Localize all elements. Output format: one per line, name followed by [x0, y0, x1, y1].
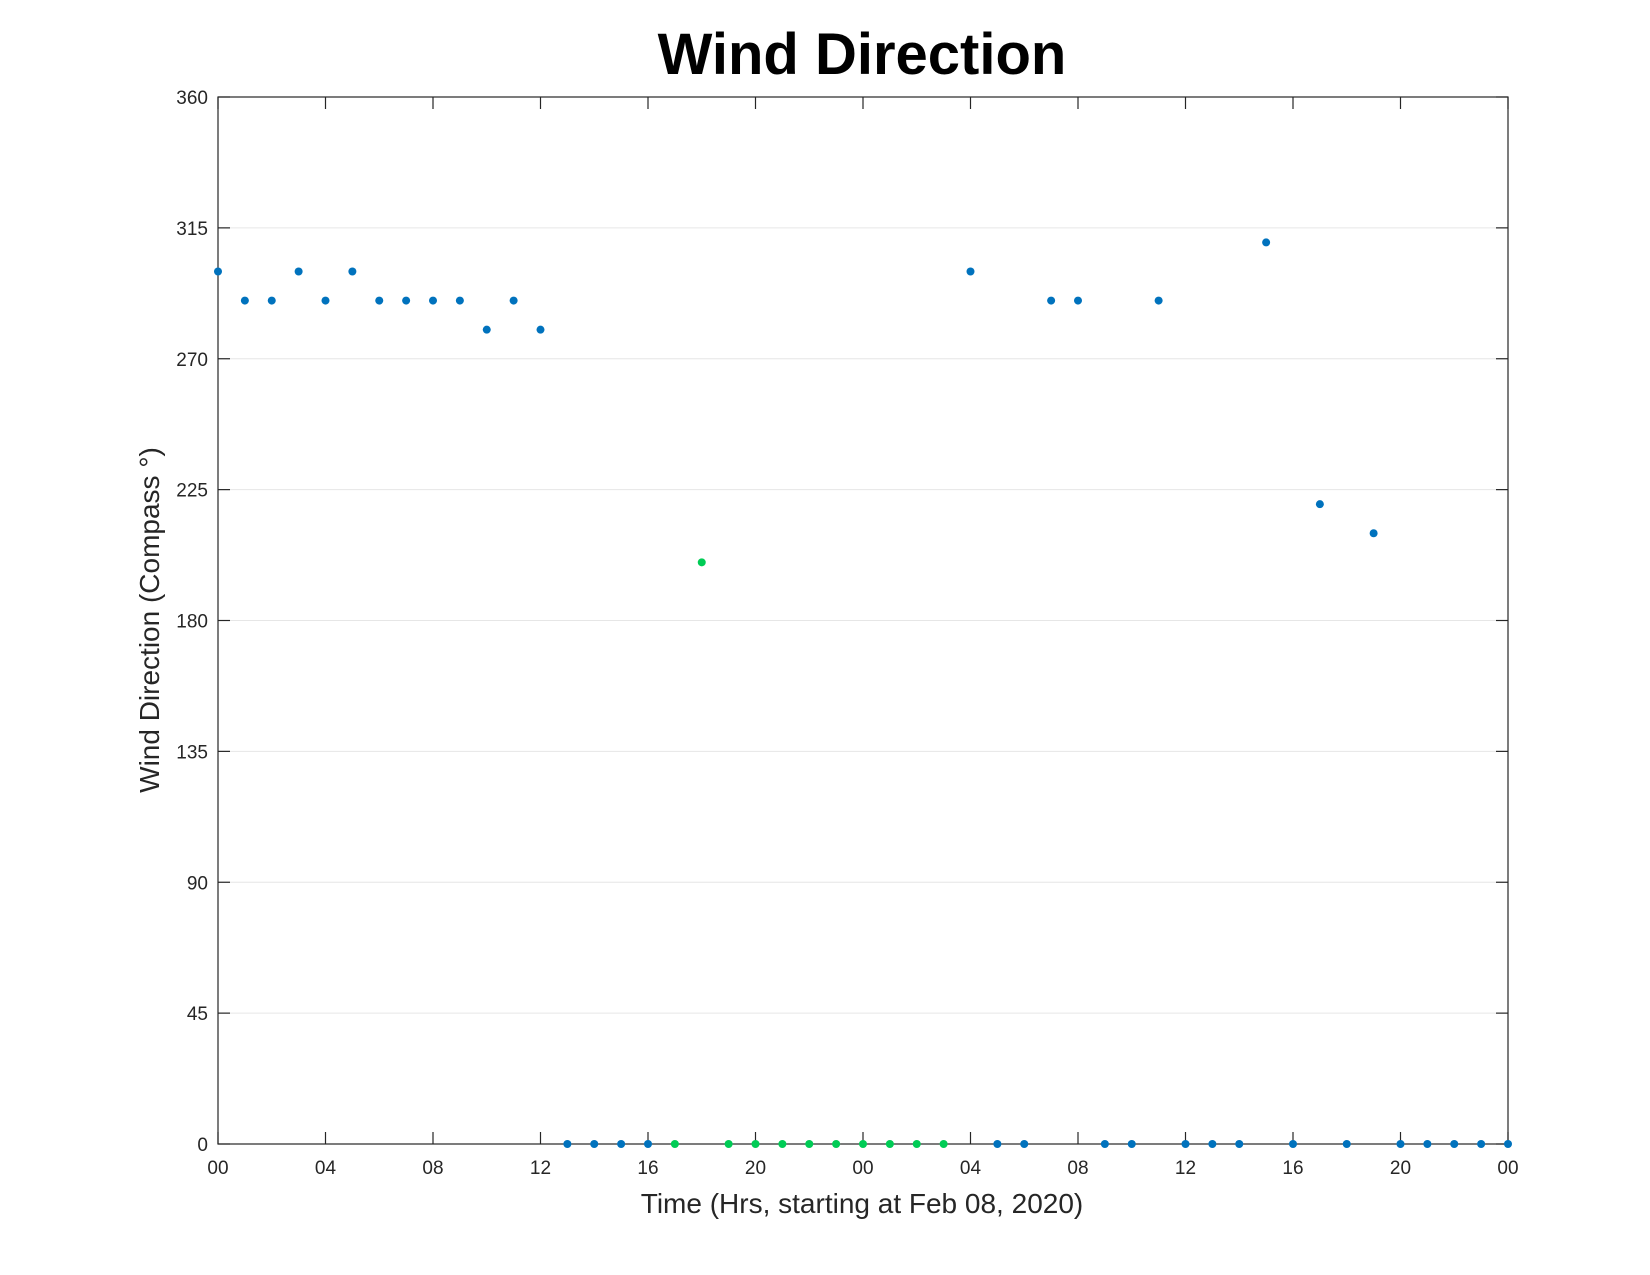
data-point: [912, 1140, 921, 1148]
data-point: [1369, 529, 1378, 538]
x-axis-label: Time (Hrs, starting at Feb 08, 2020): [641, 1188, 1083, 1219]
x-tick-label: 04: [960, 1158, 982, 1179]
data-point: [993, 1140, 1002, 1148]
data-point: [1047, 296, 1056, 305]
x-tick-label: 00: [207, 1158, 228, 1179]
x-tick-label: 08: [1067, 1158, 1088, 1179]
x-tick-label: 12: [530, 1158, 551, 1179]
data-point: [536, 325, 545, 334]
data-point: [482, 325, 491, 334]
data-point: [1342, 1140, 1351, 1148]
y-tick-label: 360: [176, 88, 208, 109]
data-point: [321, 296, 330, 305]
data-point: [751, 1140, 760, 1148]
data-point: [1477, 1140, 1486, 1148]
grid-lines: [218, 227, 1508, 1014]
x-tick-label: 20: [745, 1158, 766, 1179]
y-tick-label: 270: [176, 350, 208, 371]
data-point: [590, 1140, 599, 1148]
data-point: [1235, 1140, 1244, 1148]
data-point: [240, 296, 249, 305]
data-points: [214, 238, 1512, 1148]
x-axis: 00 04 08 12 16 20 00 04 08 12 16 20 00: [207, 97, 1519, 1179]
data-point: [939, 1140, 948, 1148]
data-point: [1154, 296, 1163, 305]
x-tick-label: 04: [315, 1158, 337, 1179]
x-tick-label: 16: [1282, 1158, 1303, 1179]
x-tick-label: 12: [1175, 1158, 1196, 1179]
data-point: [778, 1140, 787, 1148]
y-tick-label: 0: [197, 1135, 208, 1156]
data-point: [644, 1140, 652, 1148]
y-tick-label: 135: [176, 742, 208, 763]
data-point: [670, 1140, 679, 1148]
y-tick-label: 90: [187, 873, 208, 894]
data-point: [563, 1140, 572, 1148]
data-point: [1074, 296, 1082, 305]
x-tick-label: 16: [637, 1158, 658, 1179]
x-tick-label: 00: [852, 1158, 873, 1179]
data-point: [1262, 238, 1271, 247]
data-point: [1181, 1140, 1190, 1148]
data-point: [429, 296, 437, 305]
x-tick-label: 20: [1390, 1158, 1411, 1179]
y-axis-label: Wind Direction (Compass °): [134, 447, 165, 793]
data-point: [1315, 500, 1324, 509]
data-point: [1423, 1140, 1432, 1148]
data-point: [697, 558, 706, 567]
data-point: [966, 267, 975, 276]
data-point: [267, 296, 276, 305]
data-point: [805, 1140, 814, 1148]
data-point: [1127, 1140, 1136, 1148]
data-point: [1289, 1140, 1297, 1148]
y-tick-label: 315: [176, 219, 208, 240]
data-point: [375, 296, 384, 305]
y-tick-label: 225: [176, 481, 208, 502]
data-point: [348, 267, 357, 276]
data-point: [885, 1140, 894, 1148]
data-point: [832, 1140, 841, 1148]
data-point: [402, 296, 411, 305]
data-point: [1020, 1140, 1029, 1148]
x-tick-label: 08: [422, 1158, 443, 1179]
data-point: [294, 267, 303, 276]
data-point: [1208, 1140, 1217, 1148]
data-point: [1504, 1140, 1512, 1148]
chart-title: Wind Direction: [658, 22, 1067, 87]
data-point: [1100, 1140, 1109, 1148]
data-point: [1396, 1140, 1405, 1148]
data-point: [724, 1140, 733, 1148]
data-point: [214, 267, 222, 276]
data-point: [859, 1140, 867, 1148]
y-tick-label: 45: [187, 1004, 208, 1025]
data-point: [509, 296, 518, 305]
data-point: [455, 296, 464, 305]
x-tick-label: 00: [1497, 1158, 1518, 1179]
y-tick-label: 180: [176, 612, 208, 633]
data-point: [617, 1140, 626, 1148]
y-axis: 0 45 90 135 180 225 270 315 360: [176, 88, 1508, 1156]
data-point: [1450, 1140, 1459, 1148]
